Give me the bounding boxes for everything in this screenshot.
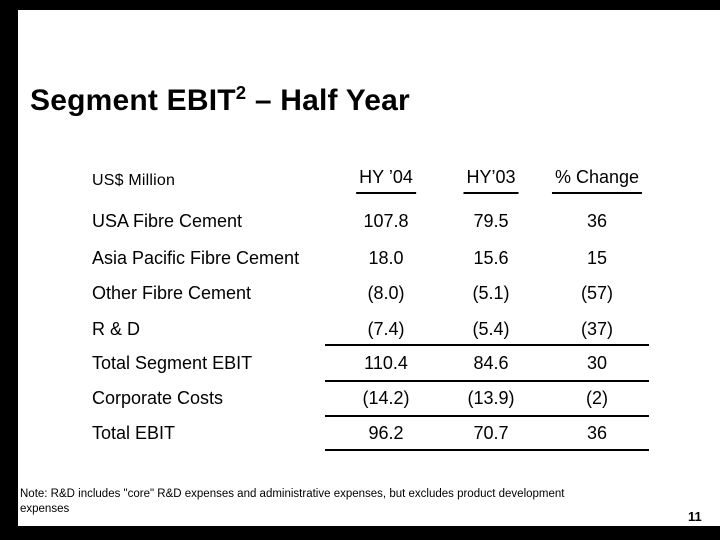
cell-hy03: 84.6 (473, 353, 509, 373)
cell-hy03: 79.5 (473, 211, 509, 231)
row-label: USA Fibre Cement (92, 211, 243, 231)
cell-change: (2) (586, 388, 608, 408)
cell-hy04: (8.0) (367, 283, 405, 303)
row-label: Corporate Costs (92, 388, 224, 408)
cell-change: 30 (586, 353, 608, 373)
row-label: Asia Pacific Fibre Cement (92, 248, 300, 268)
table-rule-above-total-ebit (325, 415, 649, 417)
slide-title-text-after: – Half Year (246, 84, 410, 117)
table-row-corporate-costs: Corporate Costs (14.2) (13.9) (2) (0, 386, 720, 410)
table-row-total-segment-ebit: Total Segment EBIT 110.4 84.6 30 (0, 351, 720, 375)
row-label: Other Fibre Cement (92, 283, 252, 303)
table-rule-above-total-segment-ebit (325, 344, 649, 346)
footnote: Note: R&D includes "core" R&D expenses a… (20, 487, 564, 517)
table-rule-above-corporate-costs (325, 380, 649, 382)
cell-change: 15 (586, 248, 608, 268)
cell-change: (37) (580, 319, 614, 339)
cell-hy04: 96.2 (368, 423, 404, 443)
table-row-r-and-d: R & D (7.4) (5.4) (37) (0, 317, 720, 341)
cell-change: 36 (586, 423, 608, 443)
cell-hy03: (13.9) (467, 388, 515, 408)
frame-bar-bottom (0, 526, 720, 540)
slide-title-text: Segment EBIT (30, 84, 236, 117)
cell-change: 36 (586, 211, 608, 231)
table-row-asia-pacific-fibre-cement: Asia Pacific Fibre Cement 18.0 15.6 15 (0, 246, 720, 270)
footnote-line-2: expenses (20, 503, 70, 515)
cell-change: (57) (580, 283, 614, 303)
table-row-total-ebit: Total EBIT 96.2 70.7 36 (0, 421, 720, 445)
row-label: Total Segment EBIT (92, 353, 253, 373)
slide-title-superscript: 2 (235, 82, 247, 103)
cell-hy04: (7.4) (367, 319, 405, 339)
cell-hy04: (14.2) (362, 388, 410, 408)
table-row-other-fibre-cement: Other Fibre Cement (8.0) (5.1) (57) (0, 281, 720, 305)
table-row-usa-fibre-cement: USA Fibre Cement 107.8 79.5 36 (0, 209, 720, 233)
cell-hy04: 18.0 (368, 248, 404, 268)
slide-title: Segment EBIT2 – Half Year (30, 82, 410, 118)
cell-hy03: 70.7 (473, 423, 509, 443)
cell-hy03: 15.6 (473, 248, 509, 268)
table-rule-below-total-ebit (325, 449, 649, 451)
column-header-hy04: HY ’04 (356, 167, 416, 194)
frame-bar-left (0, 0, 18, 540)
cell-hy04: 110.4 (364, 353, 408, 373)
page-number: 11 (688, 509, 702, 524)
column-header-hy03: HY’03 (463, 167, 519, 194)
column-header-change: % Change (551, 167, 643, 194)
row-label: Total EBIT (92, 423, 176, 443)
frame-bar-top (0, 0, 720, 10)
cell-hy03: (5.1) (472, 283, 510, 303)
cell-hy04: 107.8 (363, 211, 409, 231)
row-label: R & D (92, 319, 141, 339)
footnote-line-1: Note: R&D includes "core" R&D expenses a… (20, 488, 565, 500)
table-unit-label: US$ Million (92, 172, 176, 189)
cell-hy03: (5.4) (472, 319, 510, 339)
